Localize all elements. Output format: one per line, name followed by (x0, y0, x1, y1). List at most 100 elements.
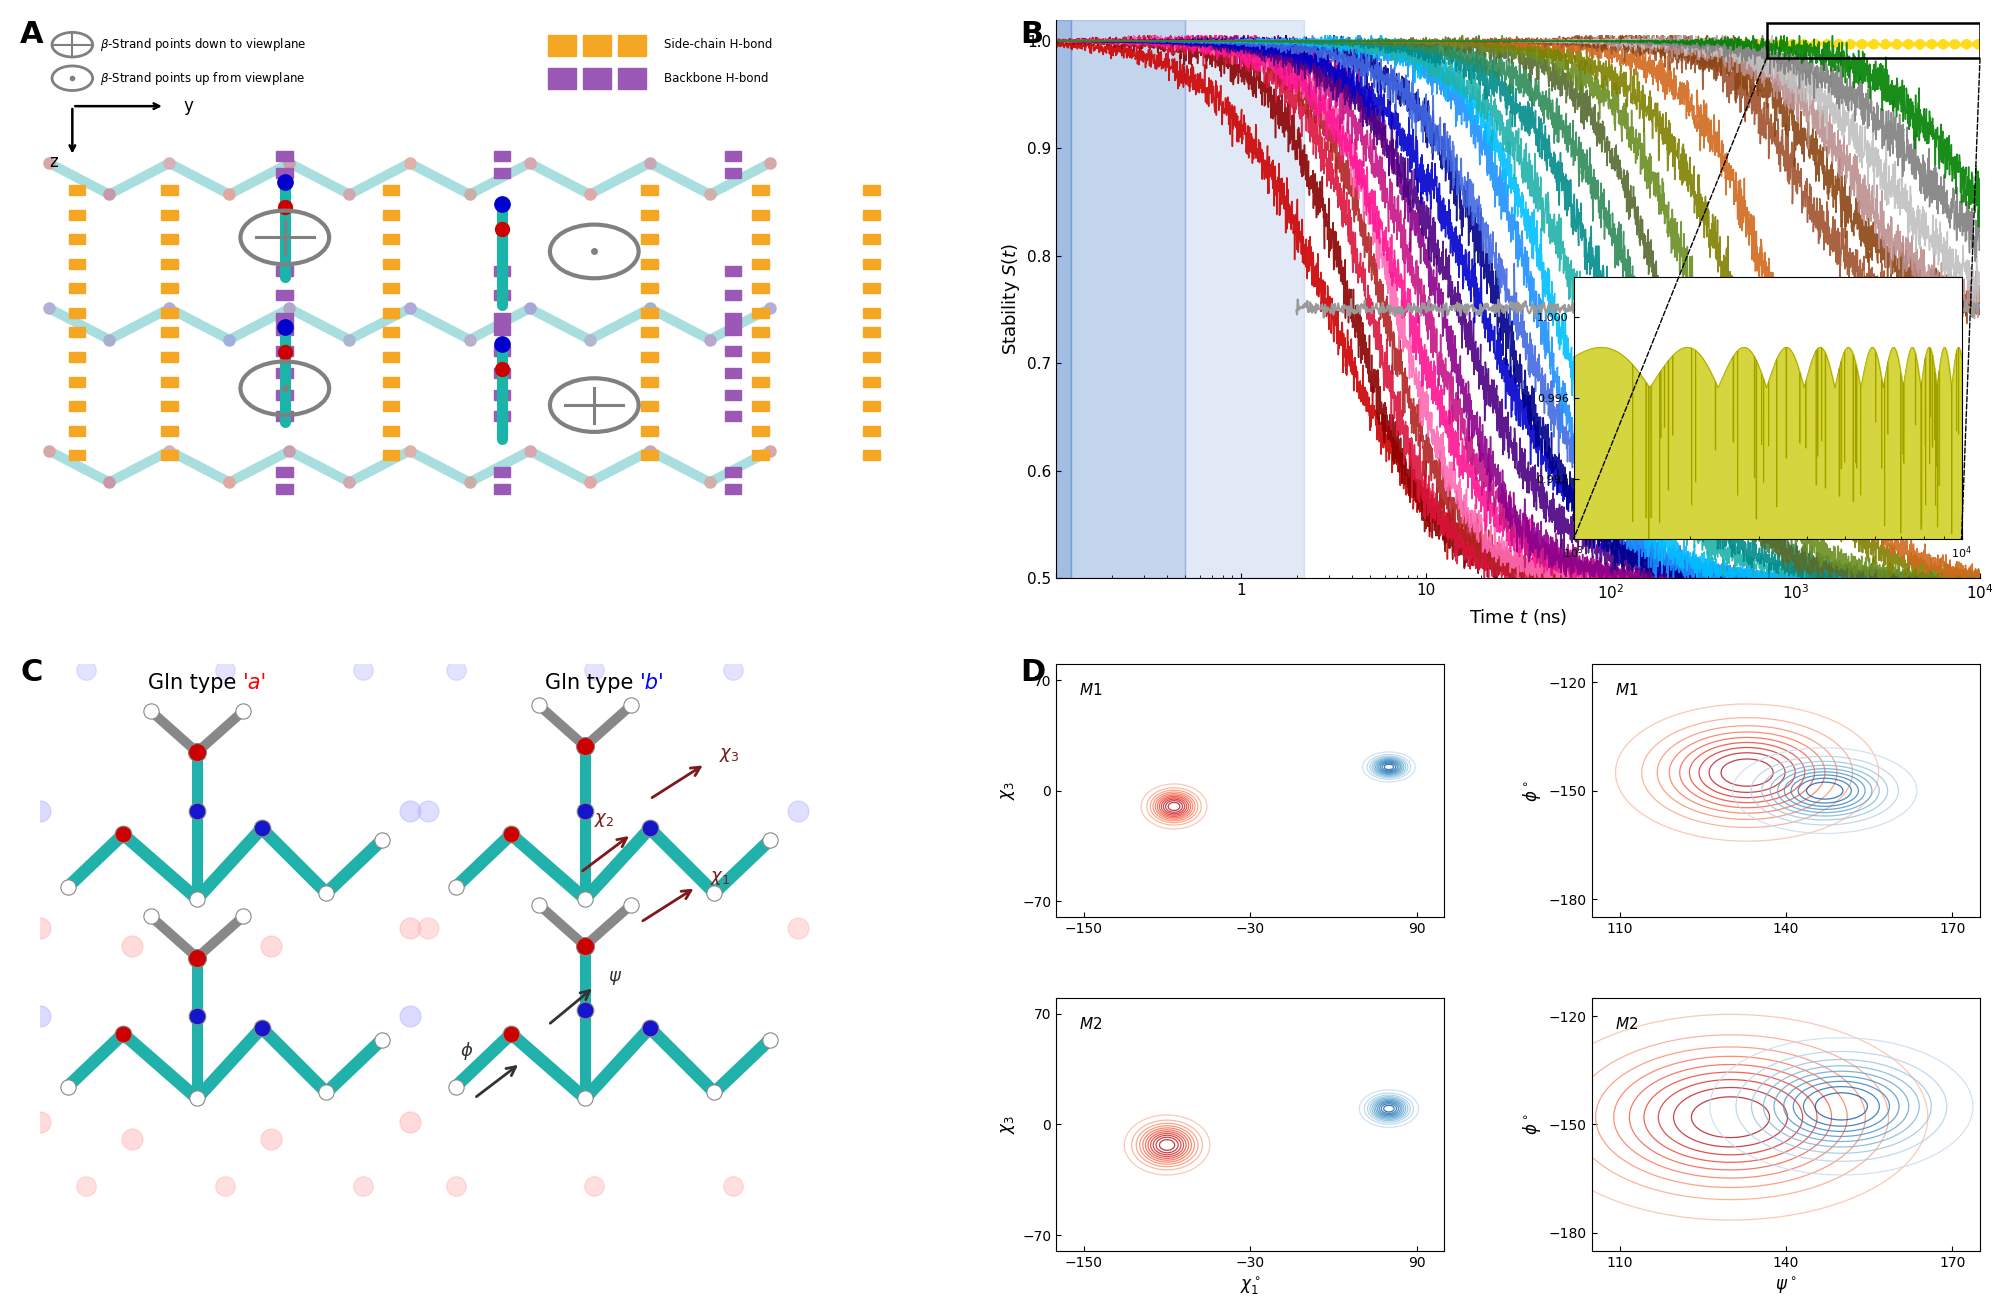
Bar (382, 377, 400, 387)
Bar (864, 352, 880, 362)
Bar (162, 401, 178, 412)
Bar (68, 235, 86, 244)
Bar (1186, 20, 1304, 579)
Bar (724, 390, 742, 400)
Bar (276, 314, 294, 323)
Bar (1766, 22, 1980, 59)
Bar (382, 185, 400, 195)
Bar (494, 347, 510, 356)
Bar (382, 283, 400, 293)
Text: 'b': 'b' (640, 672, 666, 693)
Bar (494, 266, 510, 276)
Text: $\beta$-Strand points down to viewplane: $\beta$-Strand points down to viewplane (100, 36, 306, 53)
Bar (276, 168, 294, 179)
Text: 'a': 'a' (244, 672, 268, 693)
Bar (162, 283, 178, 293)
Bar (162, 185, 178, 195)
Bar (382, 426, 400, 435)
Bar (276, 324, 294, 335)
Bar (276, 466, 294, 477)
Bar (724, 412, 742, 421)
Bar (494, 289, 510, 300)
Bar (752, 401, 768, 412)
Bar (382, 352, 400, 362)
Bar (752, 352, 768, 362)
Bar (382, 401, 400, 412)
Bar (162, 377, 178, 387)
Bar (752, 377, 768, 387)
Bar (68, 185, 86, 195)
Text: $M1$: $M1$ (1080, 681, 1102, 698)
Bar (68, 426, 86, 435)
Bar (724, 483, 742, 494)
Bar (68, 308, 86, 318)
Bar (864, 308, 880, 318)
Bar (162, 426, 178, 435)
Bar (548, 68, 576, 90)
Bar (68, 210, 86, 220)
Bar (1070, 20, 1186, 579)
Bar (642, 308, 658, 318)
Bar (68, 327, 86, 337)
Bar (494, 367, 510, 378)
Bar (864, 401, 880, 412)
Bar (276, 266, 294, 276)
Bar (642, 210, 658, 220)
Bar (724, 466, 742, 477)
Bar (584, 68, 610, 90)
Text: C: C (20, 658, 42, 687)
Bar (642, 377, 658, 387)
Text: Side-chain H-bond: Side-chain H-bond (664, 38, 772, 51)
Text: $\chi_1$: $\chi_1$ (710, 869, 730, 887)
Bar (494, 483, 510, 494)
Text: $\beta$-Strand points up from viewplane: $\beta$-Strand points up from viewplane (100, 70, 306, 87)
Bar (724, 289, 742, 300)
Bar (864, 377, 880, 387)
Text: $\chi_2$: $\chi_2$ (594, 810, 614, 829)
Y-axis label: Stability $S(t)$: Stability $S(t)$ (1000, 242, 1022, 356)
Bar (752, 185, 768, 195)
Bar (752, 426, 768, 435)
Bar (642, 352, 658, 362)
Bar (68, 401, 86, 412)
Bar (494, 412, 510, 421)
Text: D: D (1020, 658, 1046, 687)
Bar (162, 352, 178, 362)
X-axis label: $\psi^\circ$: $\psi^\circ$ (1776, 1276, 1796, 1296)
Bar (864, 426, 880, 435)
Y-axis label: $\phi^\circ$: $\phi^\circ$ (1522, 779, 1544, 801)
Bar (864, 185, 880, 195)
Bar (864, 210, 880, 220)
Bar (752, 259, 768, 268)
Bar (162, 210, 178, 220)
Bar (276, 483, 294, 494)
Text: A: A (20, 20, 44, 48)
Bar (618, 35, 646, 56)
Bar (864, 283, 880, 293)
Text: Backbone H-bond: Backbone H-bond (664, 72, 768, 85)
Y-axis label: $\phi^\circ$: $\phi^\circ$ (1522, 1113, 1544, 1135)
Bar (642, 259, 658, 268)
Bar (642, 327, 658, 337)
Bar (276, 151, 294, 162)
Bar (494, 324, 510, 335)
X-axis label: Time $t$ (ns): Time $t$ (ns) (1468, 607, 1568, 628)
Bar (872, 20, 1070, 579)
Bar (276, 289, 294, 300)
Bar (752, 327, 768, 337)
Bar (162, 451, 178, 460)
Bar (162, 308, 178, 318)
Bar (276, 367, 294, 378)
Bar (724, 347, 742, 356)
Bar (494, 390, 510, 400)
Bar (584, 35, 610, 56)
Text: $M2$: $M2$ (1616, 1016, 1638, 1032)
Bar (642, 235, 658, 244)
Bar (382, 308, 400, 318)
Bar (724, 168, 742, 179)
Bar (642, 401, 658, 412)
Text: Gln type: Gln type (546, 672, 640, 693)
Text: Gln type: Gln type (148, 672, 244, 693)
Bar (642, 451, 658, 460)
Text: $M1$: $M1$ (1616, 681, 1638, 698)
